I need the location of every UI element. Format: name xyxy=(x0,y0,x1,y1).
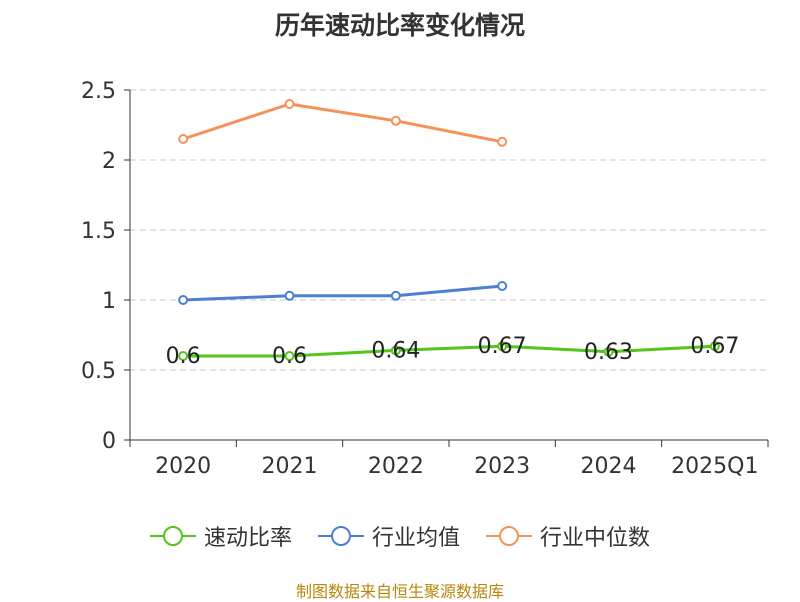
legend-line-icon xyxy=(486,526,532,546)
data-point xyxy=(284,351,295,361)
grid-layer xyxy=(130,89,768,371)
y-tick-label: 2 xyxy=(102,149,116,174)
legend-label: 行业均值 xyxy=(371,526,460,551)
series-layer xyxy=(178,99,720,361)
data-label: 0.6 xyxy=(166,344,201,369)
data-point xyxy=(178,295,189,305)
data-point xyxy=(497,341,508,352)
legend-label: 速动比率 xyxy=(203,526,292,551)
data-point xyxy=(709,341,720,352)
y-tick-label: 1 xyxy=(102,289,116,314)
data-label: 0.64 xyxy=(371,338,420,363)
data-label: 0.67 xyxy=(478,334,527,359)
x-tick-label: 2021 xyxy=(262,454,318,479)
x-tick-label: 2025Q1 xyxy=(671,454,758,479)
data-point xyxy=(497,136,508,147)
data-point xyxy=(284,99,295,109)
data-point xyxy=(284,290,295,301)
data-point xyxy=(603,346,614,357)
series-line-2 xyxy=(182,102,503,144)
y-tick-label: 2.5 xyxy=(81,79,116,104)
data-point xyxy=(178,351,189,361)
legend-item-quick-ratio[interactable]: 速动比率 xyxy=(149,520,292,552)
data-point xyxy=(178,134,189,144)
source-footer: 制图数据来自恒生聚源数据库 xyxy=(295,582,504,601)
series-line-1 xyxy=(183,284,503,302)
y-tick-label: 1.5 xyxy=(81,219,116,244)
x-tick-label: 2023 xyxy=(474,454,530,479)
data-label-layer: 0.6 0.6 0.64 0.67 0.63 0.67 xyxy=(166,334,740,369)
axis-layer: 0 0.5 1 1.5 2 2.5 2020 2021 2022 2023 2024 2025Q1 xyxy=(81,79,769,479)
data-point xyxy=(390,290,401,301)
chart-title: 历年速动比率变化情况 xyxy=(274,11,525,40)
y-tick-label: 0.5 xyxy=(81,359,116,384)
data-point xyxy=(390,345,401,356)
x-tick-label: 2020 xyxy=(155,454,211,479)
legend-item-industry-median[interactable]: 行业中位数 xyxy=(486,520,650,552)
data-point xyxy=(497,281,508,291)
legend-line-icon xyxy=(317,526,364,546)
legend-item-industry-mean[interactable]: 行业均值 xyxy=(317,520,460,552)
data-label: 0.67 xyxy=(690,334,739,359)
legend: 速动比率 行业均值 行业中位数 xyxy=(0,520,800,552)
x-tick-label: 2024 xyxy=(581,454,637,479)
legend-label: 行业中位数 xyxy=(540,526,651,551)
legend-line-icon xyxy=(149,526,196,546)
y-tick-label: 0 xyxy=(102,429,116,454)
x-tick-label: 2022 xyxy=(368,454,424,479)
data-label: 0.6 xyxy=(272,344,307,369)
series-line-0 xyxy=(183,344,715,358)
data-point xyxy=(390,115,401,126)
data-label: 0.63 xyxy=(584,340,633,365)
